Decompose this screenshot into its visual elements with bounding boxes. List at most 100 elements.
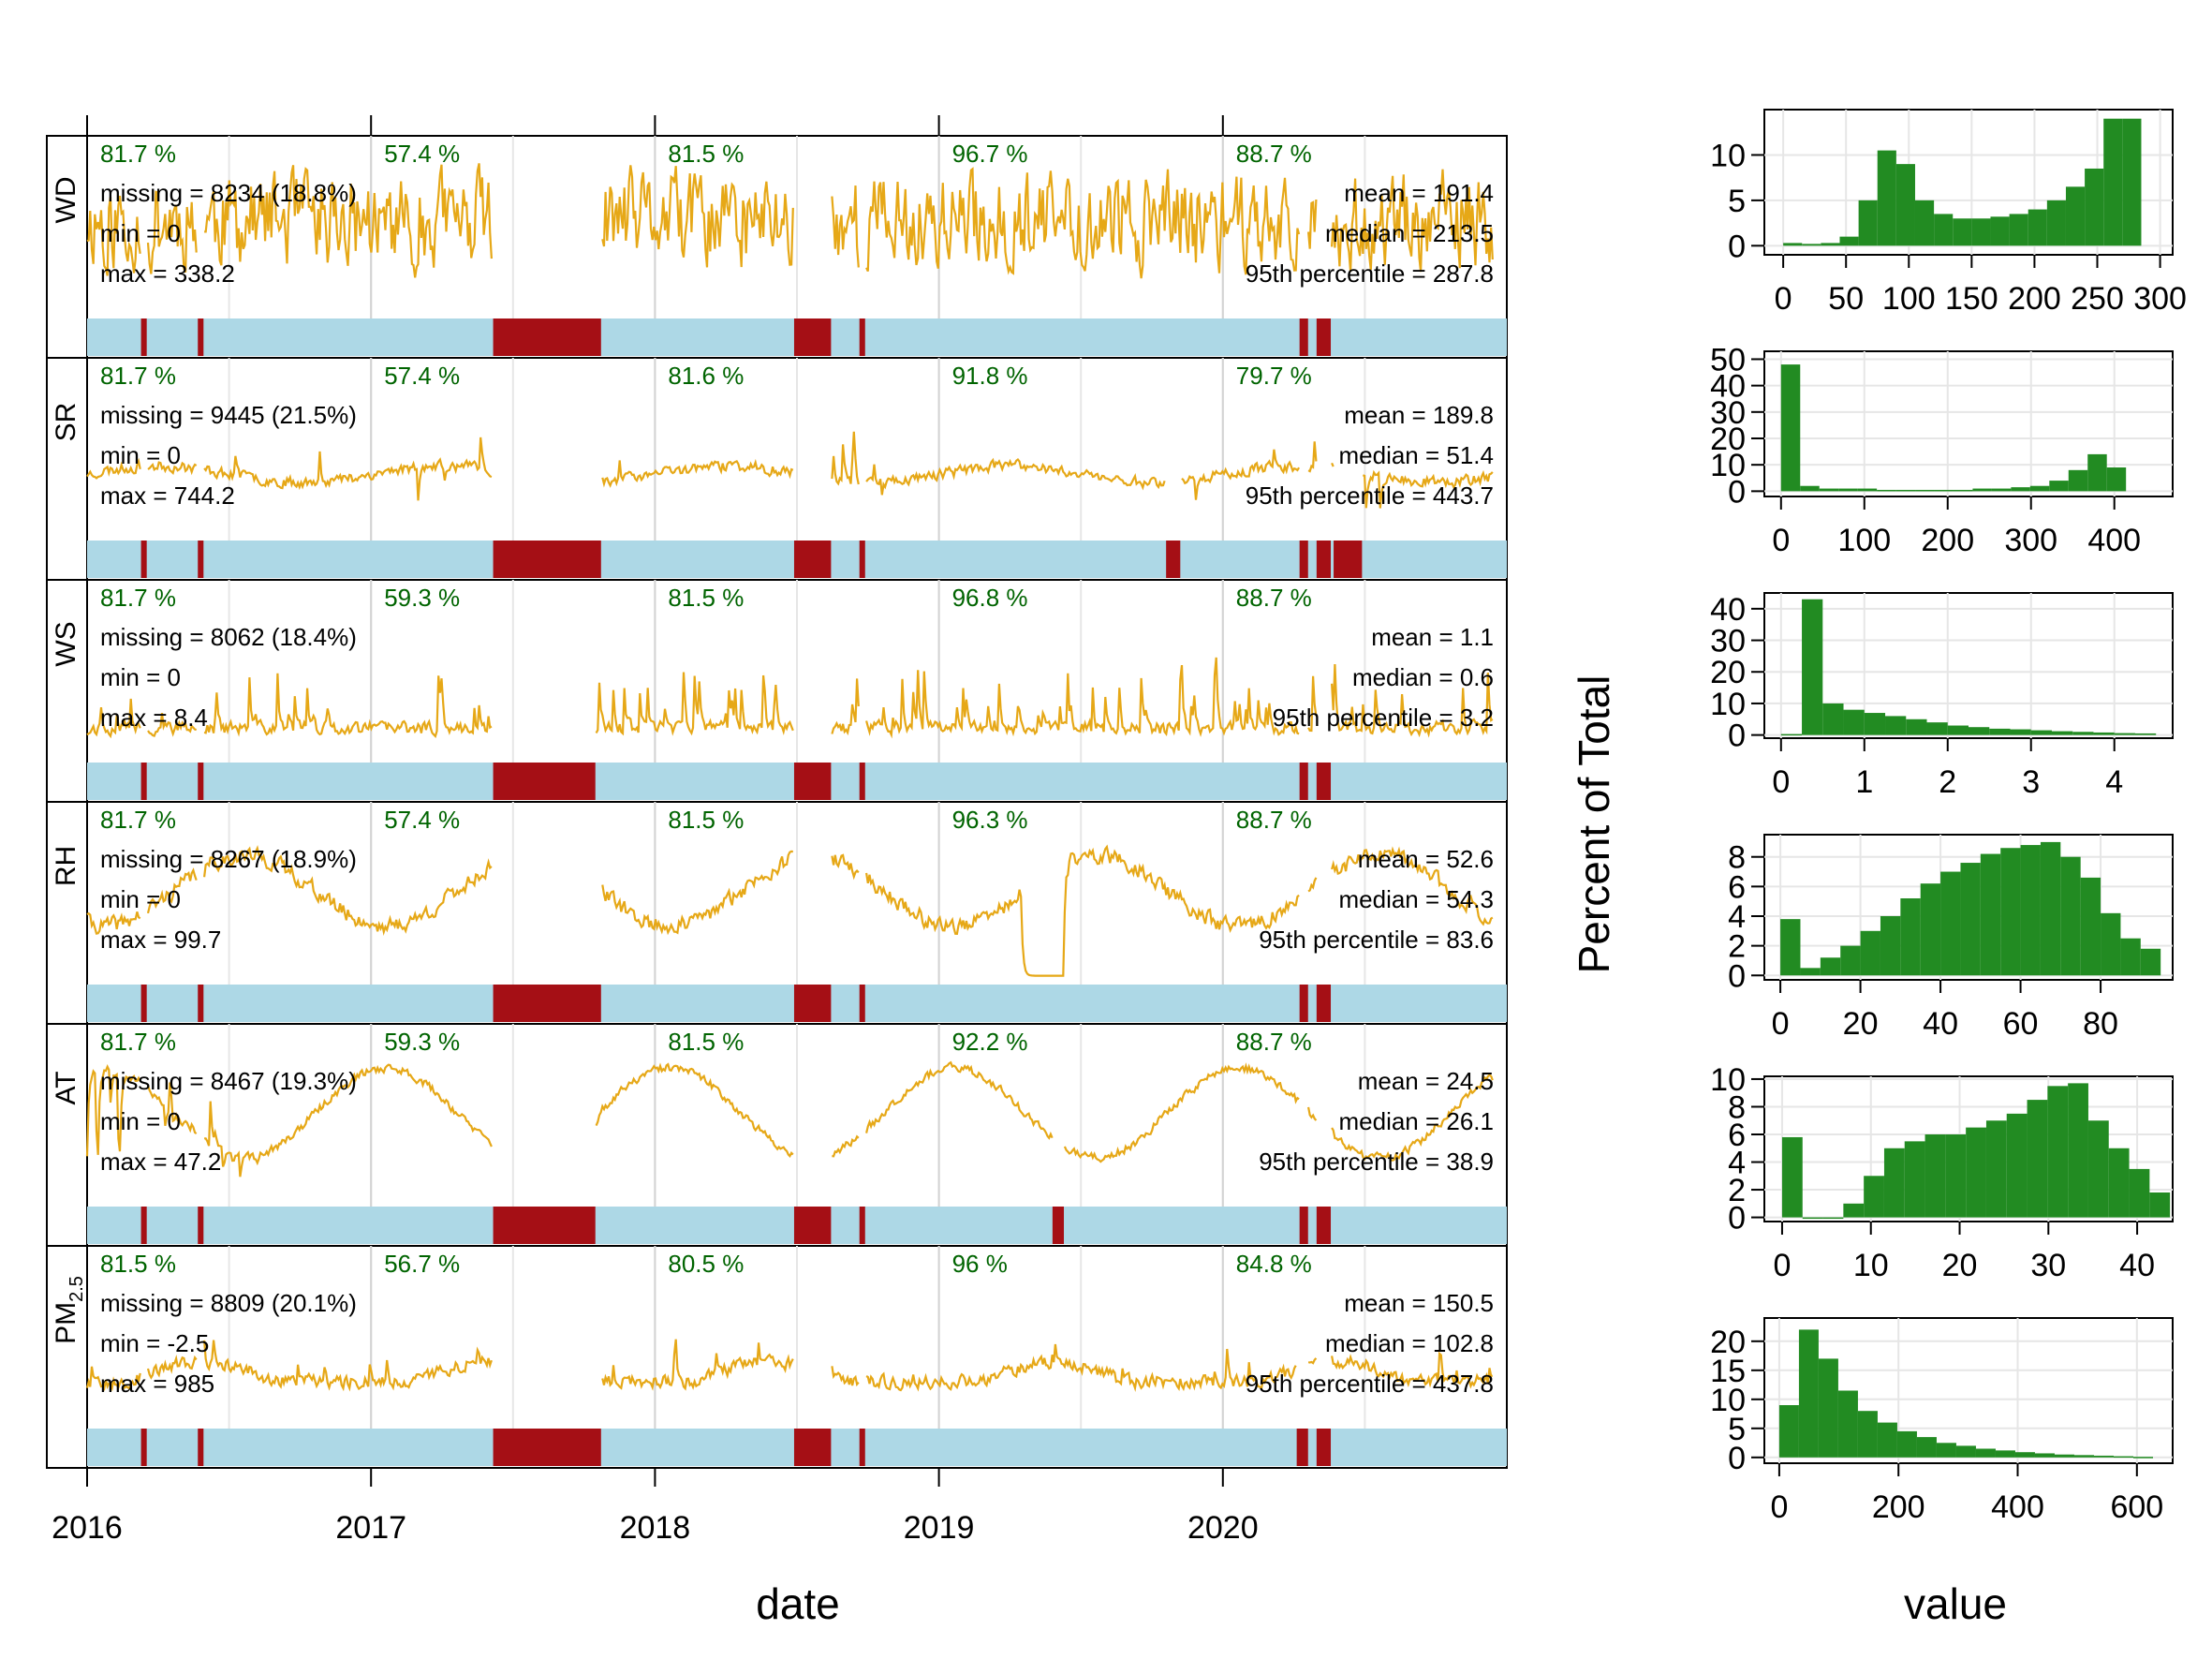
histogram-bar: [2122, 118, 2142, 246]
histogram-bar: [1857, 1411, 1878, 1458]
stat-p95: 95th percentile = 38.9: [1259, 1148, 1494, 1176]
missing-data-block: [1316, 1429, 1332, 1466]
missing-data-block: [198, 541, 204, 578]
stat-median: median = 26.1: [1338, 1107, 1494, 1135]
y-tick-label: 5: [1728, 184, 1746, 219]
stat-mean: mean = 52.6: [1358, 845, 1494, 873]
stat-min: min = 0: [100, 663, 181, 691]
capture-rate: 91.8 %: [952, 362, 1028, 390]
histogram-bar: [2000, 848, 2021, 976]
capture-rate: 59.3 %: [384, 1028, 460, 1056]
missing-data-block: [140, 1429, 147, 1466]
time-series-panels: 2016 2017 2018 2019 2020 WD 81.7 % 57.4 % 81.5 %…: [46, 115, 1508, 1546]
histogram-frame: [1763, 592, 2174, 739]
value-axis-label: value: [1904, 1579, 2007, 1628]
missing-data-block: [859, 985, 865, 1022]
y-tick-label: 4: [1728, 899, 1746, 935]
stat-median: median = 54.3: [1338, 885, 1494, 913]
x-tick-label: 0: [1772, 1006, 1790, 1042]
histogram-bar: [1914, 200, 1935, 246]
panel-strip: [46, 1023, 88, 1247]
missing-data-block: [140, 1207, 147, 1244]
histogram-bar: [1877, 1422, 1897, 1458]
y-tick-label: 0: [1728, 1201, 1746, 1237]
x-tick-label: 3: [2022, 764, 2040, 800]
y-tick-label: 40: [1710, 592, 1746, 628]
stat-max: max = 338.2: [100, 259, 235, 288]
histogram-bar: [1819, 488, 1839, 492]
capture-rate: 79.7 %: [1236, 362, 1312, 390]
stat-median: median = 0.6: [1352, 663, 1494, 691]
panel-label-text: PM: [51, 1302, 81, 1344]
x-tick-label-2020: 2020: [1187, 1510, 1259, 1546]
histogram-bar: [1821, 243, 1840, 246]
x-tick-label: 0: [1772, 523, 1790, 558]
stat-p95: 95th percentile = 3.2: [1273, 704, 1494, 732]
series-line: [86, 844, 1494, 977]
histogram-bar: [1926, 722, 1948, 735]
x-tick-label: 10: [1853, 1248, 1889, 1283]
stat-mean: mean = 150.5: [1344, 1289, 1494, 1317]
histogram-bar: [1822, 703, 1844, 735]
histogram-bar: [1915, 489, 1935, 492]
x-tick-label: 50: [1828, 281, 1864, 317]
histogram-bar: [2028, 209, 2047, 246]
histogram-wd: 0 50 100 150 200 250 300 0 5 10: [1710, 109, 2187, 317]
missing-data-block: [1316, 318, 1332, 356]
missing-data-block: [1316, 1207, 1332, 1244]
stat-missing: missing = 8234 (18.8%): [100, 179, 357, 207]
x-tick-label: 100: [1837, 523, 1891, 558]
histogram-bar: [1781, 1136, 1803, 1218]
histogram-bar: [1780, 733, 1803, 736]
missing-data-block: [140, 541, 147, 578]
stat-min: min = 0: [100, 219, 181, 247]
x-tick-label: 1: [1855, 764, 1873, 800]
histogram-bar: [1800, 485, 1820, 492]
capture-rate: 92.2 %: [952, 1028, 1028, 1056]
panel-label-text: SR: [51, 403, 81, 442]
y-tick-label: 6: [1728, 869, 1746, 905]
x-tick-label: 40: [2119, 1248, 2155, 1283]
x-tick-label: 400: [1991, 1489, 2044, 1525]
histogram-bar: [2087, 1120, 2109, 1218]
capture-rate: 81.7 %: [100, 584, 176, 612]
stat-mean: mean = 189.8: [1344, 401, 1494, 429]
x-tick-label: 200: [2008, 281, 2061, 317]
histogram-bar: [2073, 1455, 2094, 1458]
missing-data-block: [1299, 541, 1308, 578]
y-tick-label: 20: [1710, 422, 1746, 457]
missing-data-block: [493, 1207, 596, 1244]
histogram-bar: [2093, 1455, 2114, 1458]
histogram-bar: [1920, 883, 1941, 976]
percent-axis-label: Percent of Total: [1570, 675, 1618, 974]
stat-missing: missing = 8809 (20.1%): [100, 1289, 357, 1317]
histogram-bar: [2027, 1100, 2048, 1218]
missing-data-block: [1299, 985, 1308, 1022]
y-tick-label: 2: [1728, 929, 1746, 965]
capture-rate: 96.7 %: [952, 140, 1028, 168]
x-tick-label: 2: [1939, 764, 1956, 800]
missing-data-block: [140, 763, 147, 800]
panel-strip: [46, 579, 88, 803]
stat-p95: 95th percentile = 437.8: [1246, 1370, 1494, 1398]
panel-label-ws: WS: [51, 621, 81, 666]
histogram-bar: [2149, 1192, 2171, 1218]
histogram-bar: [1900, 898, 1921, 976]
missing-data-block: [493, 763, 596, 800]
histogram-bar: [2046, 200, 2066, 246]
capture-rate: 96.8 %: [952, 584, 1028, 612]
capture-rate: 81.7 %: [100, 362, 176, 390]
capture-rate: 81.5 %: [668, 1028, 744, 1056]
missing-data-block: [493, 1429, 601, 1466]
stat-missing: missing = 8467 (19.3%): [100, 1067, 357, 1095]
histogram-bar: [1839, 236, 1859, 246]
histogram-bar: [1971, 218, 1991, 246]
histogram-bar: [2065, 186, 2086, 246]
missing-data-block: [1334, 541, 1363, 578]
missing-data-block: [198, 318, 204, 356]
stat-max: max = 744.2: [100, 481, 235, 510]
histogram-bar: [2068, 469, 2088, 492]
histogram-bar: [2106, 467, 2127, 492]
histogram-bar: [1820, 957, 1841, 976]
